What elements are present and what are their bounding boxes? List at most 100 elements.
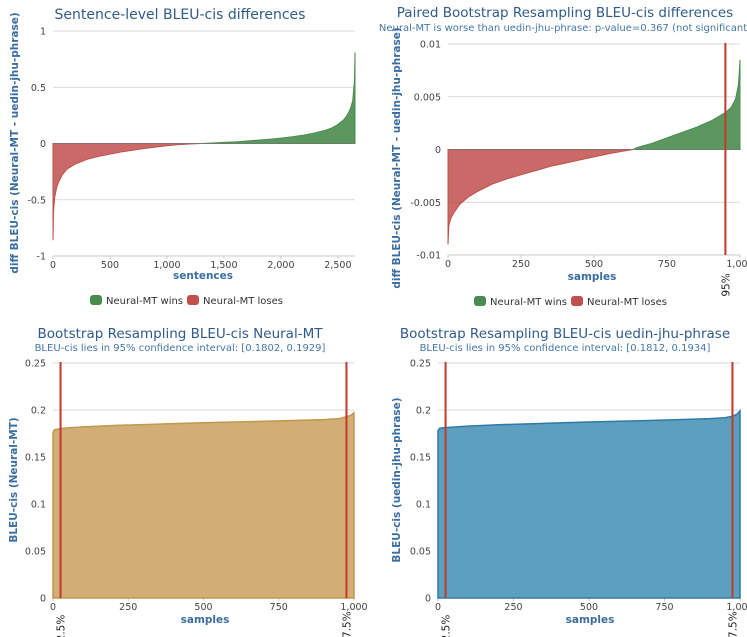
- chart-1-x-tick-label: 0: [50, 260, 56, 271]
- chart-3-x-tick-label: 1,000: [340, 602, 367, 613]
- chart-1-x-ticks: 0 500 1,000 1,500 2,000 2,500: [50, 260, 352, 271]
- chart-2-loses-area: [447, 149, 633, 245]
- chart-4-y-axis-label: BLEU-cis (uedin-jhu-phrase): [391, 397, 403, 562]
- chart-1-y-ticks: -1 -0.5 0 0.5 1: [27, 27, 46, 263]
- chart-3-bootstrap-neural-mt: Bootstrap Resampling BLEU-cis Neural-MT …: [8, 326, 368, 637]
- chart-1-y-axis-label: diff BLEU-cis (Neural-MT - uedin-jhu-phr…: [9, 12, 21, 273]
- chart-2-y-tick-label: 0.01: [420, 40, 441, 51]
- chart-2-y-tick-label: -0.005: [410, 198, 441, 209]
- chart-2-x-tick-label: 250: [512, 259, 530, 270]
- chart-3-marker-label: 2.5%: [56, 615, 68, 637]
- chart-3-y-tick-label: 0.1: [31, 500, 46, 511]
- chart-2-y-tick-label: 0.005: [414, 92, 441, 103]
- chart-1-legend-loses-swatch: [187, 295, 199, 305]
- chart-3-x-tick-label: 0: [50, 602, 56, 613]
- chart-4-marker-label: 2.5%: [441, 615, 453, 637]
- chart-4-title: Bootstrap Resampling BLEU-cis uedin-jhu-…: [400, 326, 730, 342]
- chart-3-marker-label: 97.5%: [341, 611, 353, 637]
- chart-2-legend-wins-label: Neural-MT wins: [490, 297, 567, 308]
- chart-1-x-tick-label: 2,000: [267, 260, 294, 271]
- chart-3-title: Bootstrap Resampling BLEU-cis Neural-MT: [38, 326, 324, 342]
- chart-4-x-tick-label: 250: [504, 602, 522, 613]
- chart-1-legend-wins-swatch: [90, 295, 102, 305]
- chart-2-paired-bootstrap: Paired Bootstrap Resampling BLEU-cis dif…: [379, 5, 747, 308]
- chart-4-y-tick-label: 0.2: [416, 406, 431, 417]
- chart-2-legend-wins[interactable]: Neural-MT wins: [474, 296, 567, 308]
- chart-4-x-tick-label: 1,000: [726, 602, 747, 613]
- chart-4-x-ticks: 0 250 500 750 1,000: [435, 602, 747, 613]
- chart-2-legend-loses-swatch: [571, 296, 583, 306]
- chart-2-y-tick-label: -0.01: [416, 251, 441, 262]
- chart-1-y-tick-label: 0: [40, 139, 46, 150]
- chart-4-x-axis-label: samples: [566, 614, 615, 626]
- chart-4-area: [437, 409, 741, 599]
- chart-3-markers: 2.5% 97.5%: [56, 362, 353, 637]
- chart-2-y-tick-label: 0: [435, 145, 441, 156]
- chart-2-x-tick-label: 1,000: [726, 259, 747, 270]
- chart-4-y-tick-label: 0: [425, 594, 431, 605]
- chart-4-x-tick-label: 500: [580, 602, 598, 613]
- chart-4-y-tick-label: 0.15: [410, 453, 431, 464]
- chart-1-loses-area: [52, 143, 202, 241]
- chart-1-y-tick-label: 1: [40, 27, 46, 38]
- chart-1-x-tick-label: 1,500: [210, 260, 237, 271]
- chart-2-marker-label: 95%: [720, 273, 732, 296]
- chart-4-series-area: [437, 409, 741, 599]
- chart-1-y-tick-label: -1: [37, 252, 46, 263]
- chart-3-y-tick-label: 0: [40, 594, 46, 605]
- chart-2-x-ticks: 0 250 500 750 1,000: [445, 259, 747, 270]
- chart-1-x-tick-label: 500: [101, 260, 119, 271]
- chart-3-x-axis-label: samples: [181, 614, 230, 626]
- chart-1-y-tick-label: 0.5: [31, 83, 46, 94]
- chart-4-marker-label: 97.5%: [727, 611, 739, 637]
- chart-3-y-ticks: 0 0.05 0.1 0.15 0.2 0.25: [25, 359, 46, 605]
- chart-4-y-tick-label: 0.05: [410, 547, 431, 558]
- chart-4-y-tick-label: 0.25: [410, 359, 431, 370]
- chart-2-x-tick-label: 0: [445, 259, 451, 270]
- chart-4-subtitle: BLEU-cis lies in 95% confidence interval…: [420, 343, 711, 354]
- chart-1-y-tick-label: -0.5: [27, 195, 46, 206]
- chart-2-x-axis-label: samples: [568, 271, 617, 283]
- chart-3-y-tick-label: 0.15: [25, 453, 46, 464]
- chart-3-area: [52, 411, 355, 599]
- chart-4-x-tick-label: 0: [435, 602, 441, 613]
- chart-3-x-tick-label: 750: [270, 602, 288, 613]
- chart-2-legend-loses[interactable]: Neural-MT loses: [571, 296, 667, 308]
- chart-4-y-tick-label: 0.1: [416, 500, 431, 511]
- chart-2-title: Paired Bootstrap Resampling BLEU-cis dif…: [397, 5, 733, 21]
- chart-1-legend-wins[interactable]: Neural-MT wins: [90, 295, 183, 307]
- chart-3-x-tick-label: 500: [194, 602, 212, 613]
- chart-3-y-axis-label: BLEU-cis (Neural-MT): [8, 417, 20, 542]
- chart-2-legend-loses-label: Neural-MT loses: [587, 297, 667, 308]
- chart-3-x-tick-label: 250: [119, 602, 137, 613]
- chart-1-legend-loses-label: Neural-MT loses: [203, 296, 283, 307]
- chart-1-legend-loses[interactable]: Neural-MT loses: [187, 295, 283, 307]
- chart-2-subtitle: Neural-MT is worse than uedin-jhu-phrase…: [379, 23, 747, 34]
- chart-3-subtitle: BLEU-cis lies in 95% confidence interval…: [35, 343, 326, 354]
- chart-2-y-axis-label: diff BLEU-cis (Neural-MT - uedin-jhu-phr…: [391, 27, 403, 288]
- chart-4-markers: 2.5% 97.5%: [441, 362, 739, 637]
- chart-4-y-ticks: 0 0.05 0.1 0.15 0.2 0.25: [410, 359, 431, 605]
- chart-1-title: Sentence-level BLEU-cis differences: [55, 7, 306, 23]
- chart-1-wins-area: [201, 52, 356, 144]
- chart-3-y-tick-label: 0.2: [31, 406, 46, 417]
- chart-4-bootstrap-uedin-jhu-phrase: Bootstrap Resampling BLEU-cis uedin-jhu-…: [391, 326, 747, 637]
- chart-1-x-axis-label: sentences: [173, 270, 233, 282]
- chart-2-x-tick-label: 750: [658, 259, 676, 270]
- chart-3-x-ticks: 0 250 500 750 1,000: [50, 602, 368, 613]
- chart-2-wins-area: [632, 59, 741, 150]
- chart-2-markers: 95%: [720, 43, 732, 297]
- chart-1-legend: Neural-MT wins Neural-MT loses: [90, 295, 283, 307]
- chart-1-sentence-level: Sentence-level BLEU-cis differences -1 -0…: [9, 7, 356, 307]
- chart-2-y-ticks: -0.01 -0.005 0 0.005 0.01: [410, 40, 441, 262]
- chart-3-y-tick-label: 0.25: [25, 359, 46, 370]
- chart-1-legend-wins-label: Neural-MT wins: [106, 296, 183, 307]
- chart-1-x-tick-label: 2,500: [324, 260, 351, 271]
- chart-2-area: [447, 59, 741, 245]
- chart-4-x-tick-label: 750: [655, 602, 673, 613]
- chart-2-legend-wins-swatch: [474, 296, 486, 306]
- chart-1-area: [52, 52, 356, 241]
- chart-3-y-tick-label: 0.05: [25, 547, 46, 558]
- chart-2-x-tick-label: 500: [585, 259, 603, 270]
